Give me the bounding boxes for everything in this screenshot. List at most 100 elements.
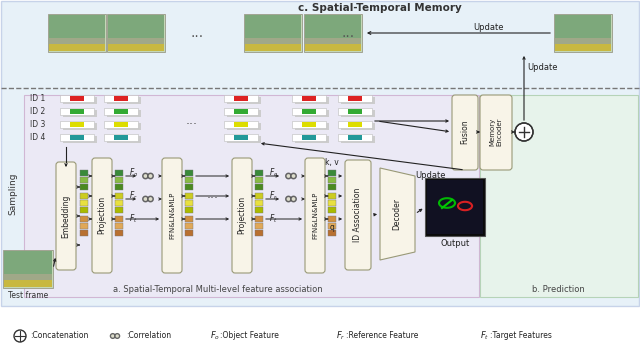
Bar — [328, 193, 336, 199]
Bar — [427, 180, 483, 234]
Text: k, v: k, v — [325, 157, 339, 167]
Bar — [63, 97, 97, 104]
Bar — [302, 135, 316, 140]
Bar — [185, 216, 193, 222]
Bar — [227, 136, 261, 143]
Bar — [115, 170, 123, 176]
Polygon shape — [116, 334, 119, 338]
Bar — [234, 96, 248, 101]
FancyBboxPatch shape — [92, 158, 112, 273]
Bar — [1, 1, 639, 306]
Polygon shape — [285, 173, 292, 179]
Bar — [348, 96, 362, 101]
Bar — [115, 184, 123, 190]
Polygon shape — [114, 333, 120, 339]
Bar — [114, 122, 128, 127]
Polygon shape — [148, 197, 152, 201]
Polygon shape — [148, 174, 152, 178]
Text: ...: ... — [186, 114, 198, 127]
Bar — [338, 121, 372, 128]
Text: c. Spatial-Temporal Memory: c. Spatial-Temporal Memory — [298, 3, 462, 13]
Bar — [80, 193, 88, 199]
Bar — [425, 178, 485, 236]
Bar — [328, 230, 336, 236]
FancyBboxPatch shape — [56, 162, 76, 270]
Polygon shape — [290, 196, 297, 202]
Bar — [328, 170, 336, 176]
Bar — [185, 223, 193, 229]
Bar — [341, 123, 375, 130]
Bar — [80, 170, 88, 176]
FancyBboxPatch shape — [452, 95, 478, 170]
Text: :Reference Feature: :Reference Feature — [346, 331, 419, 341]
FancyBboxPatch shape — [480, 95, 512, 170]
Bar — [4, 251, 52, 281]
Text: ID 1: ID 1 — [29, 94, 45, 103]
Bar — [107, 136, 141, 143]
Text: Output: Output — [440, 239, 470, 249]
Bar — [115, 207, 123, 213]
Bar — [108, 15, 164, 45]
Bar — [302, 109, 316, 114]
Bar — [328, 207, 336, 213]
Bar — [328, 223, 336, 229]
Bar — [60, 134, 94, 141]
Bar — [348, 122, 362, 127]
Polygon shape — [290, 173, 297, 179]
Bar — [224, 134, 258, 141]
Bar — [80, 200, 88, 206]
Polygon shape — [380, 168, 415, 260]
Text: Test frame: Test frame — [8, 292, 48, 300]
Bar — [185, 170, 193, 176]
Bar — [292, 108, 326, 115]
Bar — [227, 110, 261, 117]
Text: ID 2: ID 2 — [29, 107, 45, 116]
Bar — [115, 230, 123, 236]
Bar — [4, 280, 52, 287]
Text: ...: ... — [191, 26, 204, 40]
Bar — [245, 44, 301, 51]
Bar — [328, 177, 336, 183]
Bar — [305, 44, 361, 51]
Polygon shape — [287, 197, 291, 201]
Bar — [114, 135, 128, 140]
Text: FFN&LN&MLP: FFN&LN&MLP — [312, 191, 318, 239]
Bar — [63, 136, 97, 143]
Bar — [255, 207, 263, 213]
Bar — [185, 184, 193, 190]
FancyBboxPatch shape — [305, 158, 325, 273]
Text: Update: Update — [527, 64, 557, 72]
Bar — [292, 95, 326, 102]
Bar — [107, 97, 141, 104]
Bar — [4, 274, 52, 280]
Bar — [224, 108, 258, 115]
Bar — [295, 136, 329, 143]
FancyBboxPatch shape — [232, 158, 252, 273]
Bar — [244, 14, 302, 52]
Text: Projection: Projection — [237, 196, 246, 234]
Polygon shape — [142, 173, 149, 179]
Bar — [305, 38, 361, 44]
Bar — [302, 122, 316, 127]
Bar — [227, 123, 261, 130]
Bar — [255, 223, 263, 229]
Bar — [341, 110, 375, 117]
Bar — [245, 15, 301, 45]
Text: :Concatenation: :Concatenation — [30, 331, 88, 341]
Polygon shape — [287, 174, 291, 178]
Bar — [185, 207, 193, 213]
Bar — [255, 184, 263, 190]
Bar — [292, 121, 326, 128]
Bar — [108, 38, 164, 44]
Text: $F_r$: $F_r$ — [129, 190, 138, 202]
Text: $F_r$: $F_r$ — [269, 190, 278, 202]
Bar — [115, 223, 123, 229]
Text: $F_o$: $F_o$ — [210, 330, 220, 342]
Circle shape — [515, 123, 533, 141]
Bar — [295, 97, 329, 104]
Text: Fusion: Fusion — [461, 120, 470, 144]
Text: a. Spatial-Temporal Multi-level feature association: a. Spatial-Temporal Multi-level feature … — [113, 285, 323, 293]
Bar — [107, 14, 165, 52]
Text: Embedding: Embedding — [61, 194, 70, 238]
Bar — [49, 38, 105, 44]
